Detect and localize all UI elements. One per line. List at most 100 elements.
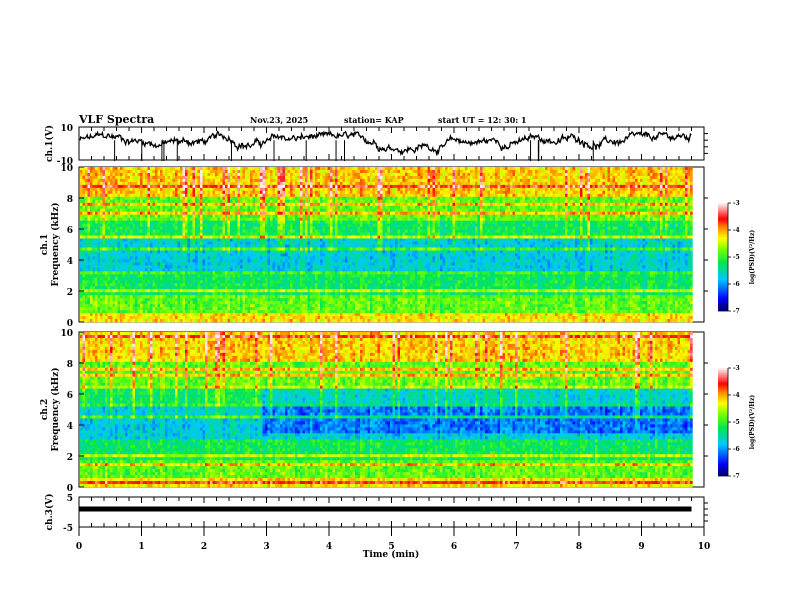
spectrogram-cell <box>188 230 191 233</box>
spectrogram-cell <box>295 221 298 224</box>
spectrogram-cell <box>290 170 293 173</box>
spectrogram-cell <box>155 233 158 236</box>
ch1-panel: 10-10ch.1(V) <box>44 124 708 167</box>
spectrogram-cell <box>155 295 158 298</box>
spectrogram-cell <box>233 182 236 185</box>
spectrogram-cell <box>270 203 273 206</box>
spectrogram-cell <box>123 218 126 221</box>
spectrogram-cell <box>213 268 216 271</box>
spectrogram-cell <box>123 313 126 316</box>
spectrogram-cell <box>148 259 151 262</box>
spectrogram-cell <box>185 176 188 179</box>
spectrogram-cell <box>260 191 263 194</box>
spectrogram-cell <box>220 251 223 254</box>
spectrogram-cell <box>110 286 113 289</box>
spectrogram-cell <box>145 170 148 173</box>
spectrogram-cell <box>293 203 296 206</box>
spectrogram-cell <box>273 301 276 304</box>
spectrogram-cell <box>293 230 296 233</box>
spectrogram-cell <box>110 253 113 256</box>
spectrogram-cell <box>295 301 298 304</box>
spectrogram-cell <box>248 304 251 307</box>
spectrogram-cell <box>248 295 251 298</box>
spectrogram-cell <box>240 203 243 206</box>
spectrogram-cell <box>133 176 136 179</box>
spectrogram-cell <box>98 227 101 230</box>
spectrogram-cell <box>303 271 306 274</box>
spectrogram-cell <box>270 176 273 179</box>
spectrogram-cell <box>120 256 123 259</box>
spectrogram-cell <box>183 292 186 295</box>
spectrogram-cell <box>233 265 236 268</box>
spectrogram-cell <box>158 245 161 248</box>
spectrogram-cell <box>113 212 116 215</box>
spectrogram-cell <box>173 283 176 286</box>
spectrogram-cell <box>130 218 133 221</box>
spectrogram-cell <box>95 316 98 319</box>
spectrogram-cell <box>230 280 233 283</box>
spectrogram-cell <box>305 179 308 182</box>
spectrogram-cell <box>225 182 228 185</box>
spectrogram-cell <box>120 176 123 179</box>
spectrogram-cell <box>248 301 251 304</box>
spectrogram-cell <box>155 292 158 295</box>
spectrogram-cell <box>153 289 156 292</box>
spectrogram-cell <box>170 280 173 283</box>
spectrogram-cell <box>178 212 181 215</box>
spectrogram-cell <box>130 197 133 200</box>
spectrogram-cell <box>278 215 281 218</box>
spectrogram-cell <box>160 215 163 218</box>
spectrogram-cell <box>258 218 261 221</box>
spectrogram-cell <box>123 206 126 209</box>
spectrogram-cell <box>150 182 153 185</box>
spectrogram-cell <box>300 218 303 221</box>
spectrogram-cell <box>185 227 188 230</box>
spectrogram-cell <box>128 283 131 286</box>
spectrogram-cell <box>230 194 233 197</box>
spectrogram-cell <box>283 307 286 310</box>
spectrogram-cell <box>265 203 268 206</box>
spectrogram-cell <box>158 206 161 209</box>
spectrogram-cell <box>200 262 203 265</box>
spectrogram-cell <box>118 274 121 277</box>
spectrogram-cell <box>118 245 121 248</box>
spectrogram-cell <box>258 316 261 319</box>
spectrogram-cell <box>98 236 101 239</box>
spectrogram-cell <box>258 230 261 233</box>
spectrogram-cell <box>308 182 311 185</box>
spectrogram-cell <box>228 200 231 203</box>
spectrogram-cell <box>105 212 108 215</box>
spectrogram-cell <box>148 176 151 179</box>
spectrogram-cell <box>98 256 101 259</box>
spectrogram-cell <box>138 197 141 200</box>
spectrogram-cell <box>215 194 218 197</box>
spectrogram-cell <box>108 292 111 295</box>
spectrogram-cell <box>133 319 136 322</box>
spectrogram-cell <box>260 218 263 221</box>
spectrogram-cell <box>193 182 196 185</box>
spectrogram-cell <box>98 277 101 280</box>
spectrogram-cell <box>225 215 228 218</box>
spectrogram-cell <box>238 194 241 197</box>
spectrogram-cell <box>203 283 206 286</box>
spectrogram-cell <box>85 256 88 259</box>
spectrogram-cell <box>285 259 288 262</box>
spectrogram-cell <box>168 239 171 242</box>
spectrogram-cell <box>230 253 233 256</box>
spectrogram-cell <box>268 236 271 239</box>
spectrogram-cell <box>115 274 118 277</box>
spectrogram-cell <box>300 262 303 265</box>
spectrogram-cell <box>85 283 88 286</box>
spectrogram-cell <box>238 319 241 322</box>
spectrogram-cell <box>270 259 273 262</box>
spectrogram-cell <box>125 274 128 277</box>
spectrogram-cell <box>288 173 291 176</box>
spectrogram-cell <box>83 236 86 239</box>
spectrogram-cell <box>215 170 218 173</box>
spectrogram-cell <box>175 245 178 248</box>
spectrogram-cell <box>268 280 271 283</box>
spectrogram-cell <box>215 200 218 203</box>
spectrogram-cell <box>235 215 238 218</box>
spectrogram-cell <box>270 301 273 304</box>
spectrogram-cell <box>303 292 306 295</box>
